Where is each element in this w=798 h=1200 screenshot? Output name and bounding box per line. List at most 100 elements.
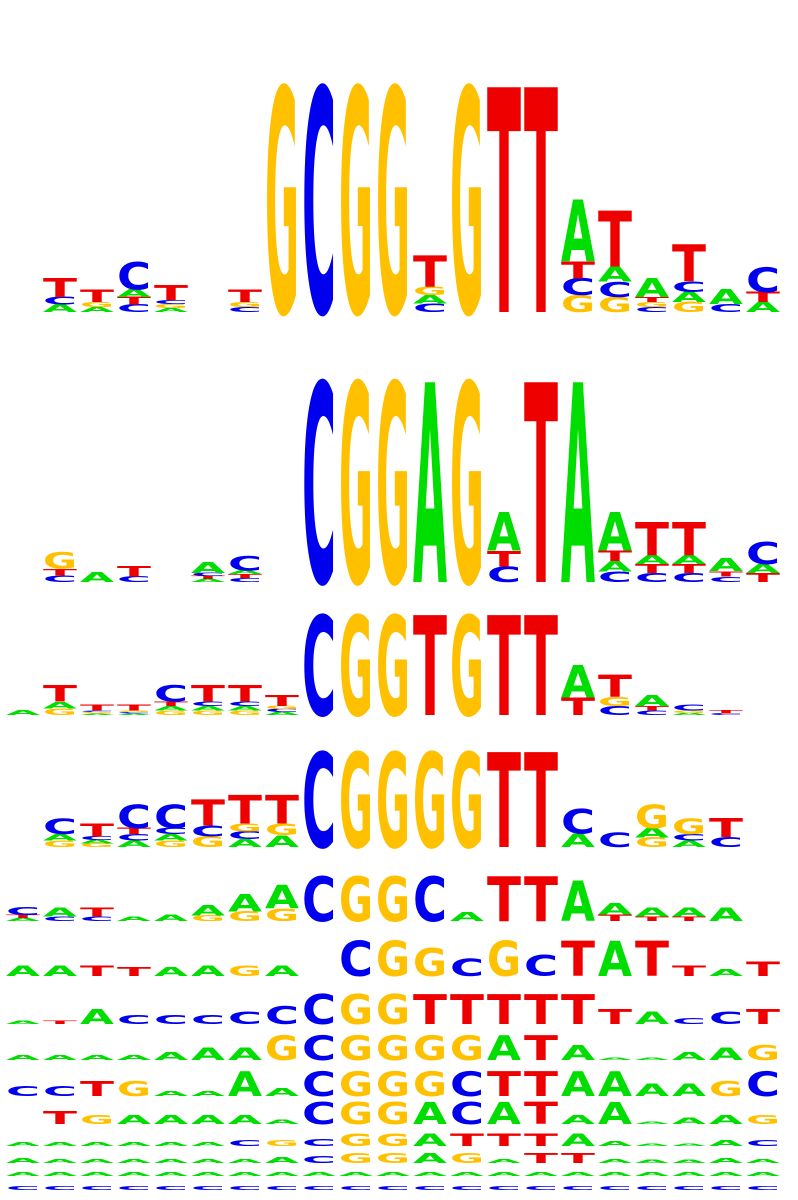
logo-2-col-17-letter-C-0: C [598,569,632,586]
logo-2-col-4-letter-T-1: T [117,563,151,580]
logo-3-col-2-letter-G-0: G [43,707,77,718]
logo-14-col-7-letter-C-0: C [228,1186,262,1192]
logo-5-col-1-letter-C-2: C [6,906,40,918]
logo-9-col-12-letter-G-0: G [413,1065,447,1105]
logo-8-col-1-letter-A-0: A [6,1054,40,1062]
logo-1-col-4-letter-T-1: T [117,295,152,307]
logo-3-col-6-letter-A-1: A [191,705,226,712]
logo-2-col-16-letter-A-0: A [561,329,595,648]
logo-12-col-13-letter-G-0: G [450,1150,484,1166]
logo-1-col-13-letter-G-0: G [450,27,484,386]
logo-1-col-20-letter-A-1: A [709,286,744,309]
logo-5-col-19-letter-T-0: T [672,915,707,922]
logo-3-col-6-letter-C-2: C [191,700,225,707]
logo-2-col-21-letter-A-1: A [746,561,780,576]
logo-10-col-17-letter-A-0: A [598,1096,632,1131]
logo-10-col-8-letter-A-0: A [265,1119,300,1126]
logo-2-col-21-letter-C-2: C [746,536,780,571]
logo-3-col-6-letter-T-3: T [191,681,226,707]
logo-10-col-16-letter-A-0: A [561,1113,595,1127]
logo-1-col-19-letter-G-0: G [672,299,706,315]
logo-2-col-20-letter-T-1: T [709,570,744,578]
logo-8-col-4-letter-A-0: A [117,1054,151,1062]
logo-1-col-9-letter-C-0: C [302,27,336,386]
logo-3-col-7-letter-C-2: C [228,700,262,707]
logo-3-col-16-letter-T-0: T [561,694,595,722]
logo-1-col-19-letter-A-1: A [672,289,707,305]
logo-2-col-6-letter-T-1: T [191,575,225,580]
logo-1-col-12-letter-G-2: G [413,284,447,298]
logo-4-col-9-letter-C-0: C [302,727,336,879]
logo-11-col-16-letter-A-0: A [561,1131,595,1150]
logo-1-col-11-letter-G-0: G [376,27,410,386]
logo-6-col-14-letter-G-0: G [487,932,521,988]
logo-5-col-16-letter-A-0: A [561,871,595,935]
logo-10-col-4-letter-A-0: A [117,1113,151,1127]
logo-1-col-21-letter-T-1: T [746,289,780,305]
logo-2-col-17-letter-A-3: A [598,502,632,564]
logo-5-col-3-letter-C-0: C [80,915,114,922]
logo-9-col-17-letter-A-0: A [598,1065,632,1105]
logo-1-col-14-letter-T-0: T [487,27,521,386]
logo-7-col-13-letter-T-0: T [450,986,484,1034]
logo-8-col-5-letter-A-0: A [154,1051,188,1063]
logo-2-col-19-letter-C-0: C [672,570,706,585]
logo-6-col-13-letter-C-0: C [450,955,484,983]
logo-5-col-18-letter-T-0: T [635,915,670,922]
logo-6-col-7-letter-G-0: G [228,963,262,980]
logo-1-col-12-letter-C-0: C [413,301,447,315]
logo-12-col-19-letter-A-0: A [672,1159,707,1164]
logo-2-col-4-letter-C-0: C [117,575,151,584]
logo-5-col-17-letter-T-0: T [598,913,633,923]
logo-10-col-7-letter-A-0: A [228,1113,262,1127]
logo-13-col-1-letter-A-0: A [6,1172,41,1178]
logo-7-col-12-letter-T-0: T [413,986,447,1034]
logo-6-col-10-letter-C-0: C [339,932,373,988]
logo-1-col-12-letter-A-1: A [413,293,447,307]
logo-8-col-18-letter-A-0: A [635,1057,670,1061]
logo-3-col-8-letter-C-1: C [265,708,299,713]
logo-1-col-18-letter-A-3: A [635,274,669,303]
logo-2-col-14-letter-C-0: C [487,562,521,587]
logo-3-col-8-letter-T-3: T [265,692,299,710]
logo-11-col-6-letter-A-0: A [191,1142,226,1148]
logo-9-col-5-letter-A-0: A [154,1090,188,1098]
logo-6-col-6-letter-A-0: A [191,963,226,980]
logo-8-col-12-letter-G-0: G [413,1029,447,1069]
logo-5-col-7-letter-G-0: G [228,909,262,924]
logo-3-col-3-letter-C-2: C [80,710,114,712]
logo-1-col-12-letter-T-3: T [413,247,447,296]
logo-2-col-20-letter-A-2: A [709,554,743,575]
logo-5-col-1-letter-A-0: A [6,917,41,922]
logo-5-col-11-letter-G-0: G [376,865,410,936]
logo-12-col-6-letter-A-0: A [191,1158,226,1164]
logo-12-col-9-letter-C-0: C [302,1154,336,1165]
logo-1-col-3-letter-G-1: G [80,301,114,309]
logo-6-col-15-letter-C-0: C [524,949,558,983]
logo-3-col-18-letter-T-1: T [635,705,670,712]
logo-11-col-10-letter-G-0: G [339,1131,373,1150]
logo-1-col-4-letter-A-2: A [117,288,151,300]
logo-11-col-9-letter-C-0: C [302,1137,336,1148]
logo-13-col-7-letter-A-0: A [228,1172,263,1178]
logo-2-col-18-letter-C-0: C [635,570,669,585]
logo-14-col-16-letter-C-0: C [561,1186,595,1192]
logo-4-col-16-letter-C-1: C [561,803,595,843]
logo-6-col-1-letter-A-0: A [6,963,41,980]
logo-2-col-18-letter-T-3: T [635,514,670,566]
logo-7-col-7-letter-C-0: C [228,1009,262,1028]
logo-14-col-5-letter-C-0: C [154,1186,188,1192]
logo-3-col-18-letter-A-2: A [635,692,670,710]
logo-3-col-18-letter-C-0: C [635,709,669,716]
logo-13-col-5-letter-A-0: A [154,1172,189,1178]
logo-4-col-10-letter-G-0: G [339,727,373,879]
logo-3-col-2-letter-T-2: T [43,681,78,707]
logo-12-col-16-letter-T-0: T [561,1150,595,1166]
logo-9-col-4-letter-G-0: G [117,1078,151,1102]
logo-6-col-19-letter-T-0: T [672,963,706,980]
logo-3-col-7-letter-T-3: T [228,681,263,707]
logo-8-col-19-letter-A-0: A [672,1051,706,1063]
logo-4-col-4-letter-A-0: A [117,839,151,849]
logo-9-col-13-letter-C-0: C [450,1065,484,1105]
logo-7-col-15-letter-T-0: T [524,986,558,1034]
